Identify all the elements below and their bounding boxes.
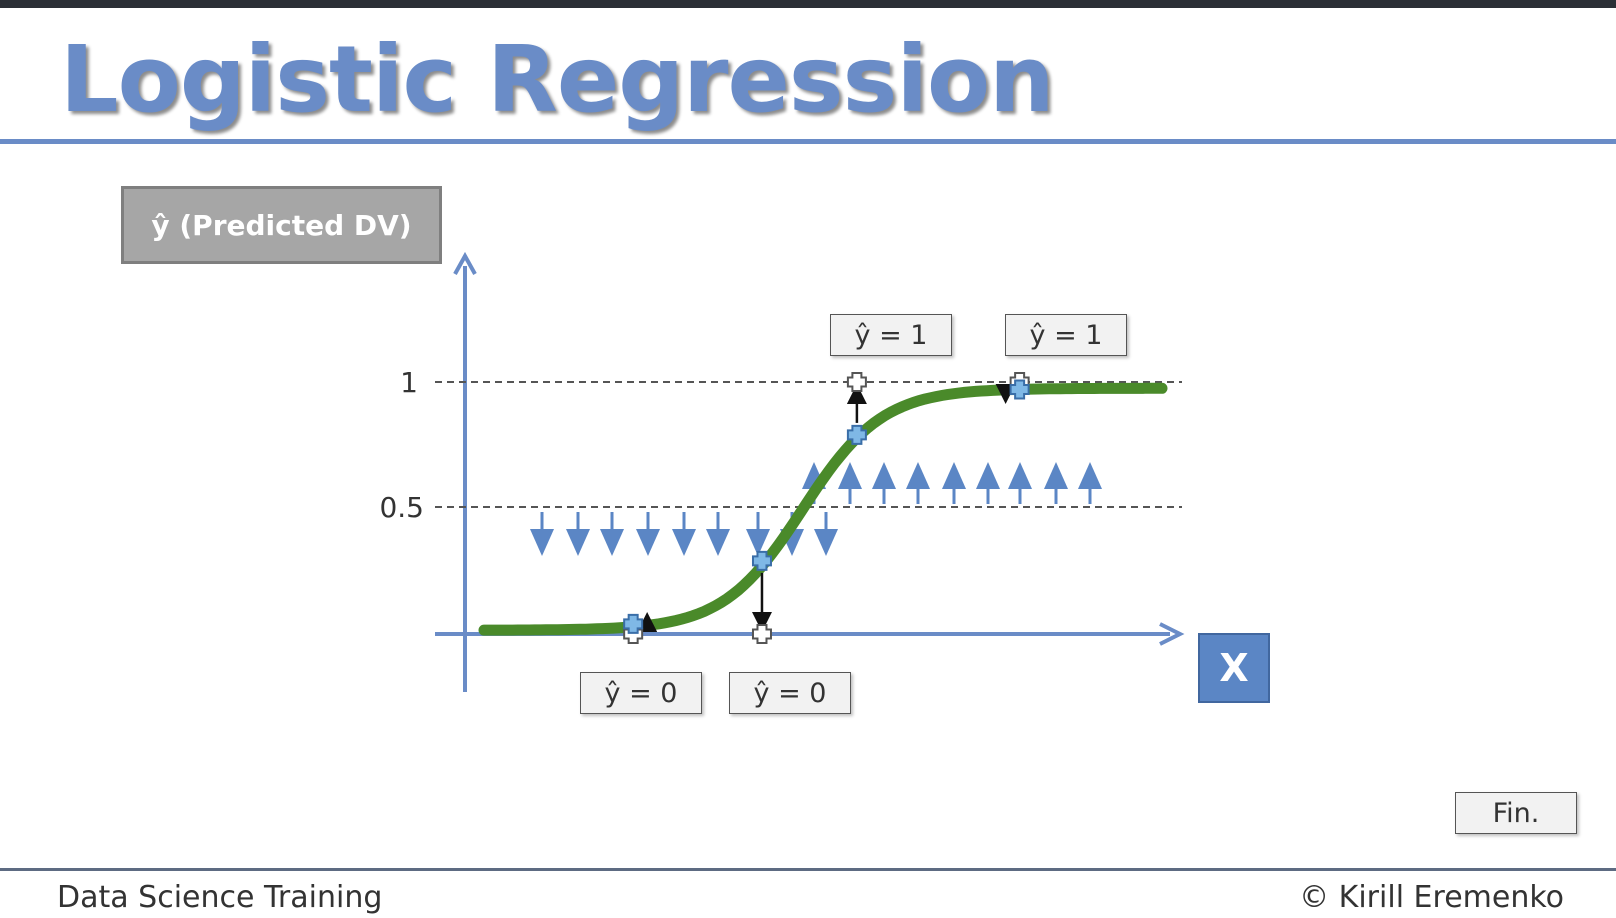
prediction-label-2: ŷ = 0: [729, 672, 851, 714]
y-axis-arrowhead: [453, 251, 477, 275]
predicted-point-marker-icon: [751, 550, 772, 571]
footer-right-text: © Kirill Eremenko: [1299, 880, 1564, 915]
predicted-point-marker-icon: [623, 613, 644, 634]
y-axis-label: ŷ (Predicted DV): [121, 186, 442, 264]
predicted-point-marker-icon: [846, 424, 867, 445]
down-arrows-group: [530, 512, 838, 556]
page-title: Logistic Regression: [60, 26, 1055, 133]
fin-button[interactable]: Fin.: [1455, 792, 1577, 834]
y-tick-0-5: 0.5: [379, 491, 424, 524]
projection-group: [623, 372, 1030, 644]
x-axis-arrowhead: [1159, 622, 1185, 646]
up-arrows-group: [802, 462, 1102, 504]
actual-value-marker-icon: [751, 624, 772, 644]
slide: Logistic Regression 1 0.5 ŷ (Pre: [0, 8, 1616, 918]
x-axis-label: X: [1198, 633, 1270, 703]
predicted-point-marker-icon: [1009, 379, 1030, 400]
sigmoid-curve: [478, 382, 1168, 636]
prediction-label-3: ŷ = 1: [830, 314, 952, 356]
y-tick-1: 1: [400, 366, 418, 399]
actual-value-marker-icon: [846, 372, 867, 392]
footer-divider: [0, 868, 1616, 871]
title-divider: [0, 139, 1616, 144]
footer-left-text: Data Science Training: [57, 880, 383, 915]
logistic-plot: 1 0.5: [379, 251, 1185, 692]
prediction-label-4: ŷ = 1: [1005, 314, 1127, 356]
prediction-label-1: ŷ = 0: [580, 672, 702, 714]
